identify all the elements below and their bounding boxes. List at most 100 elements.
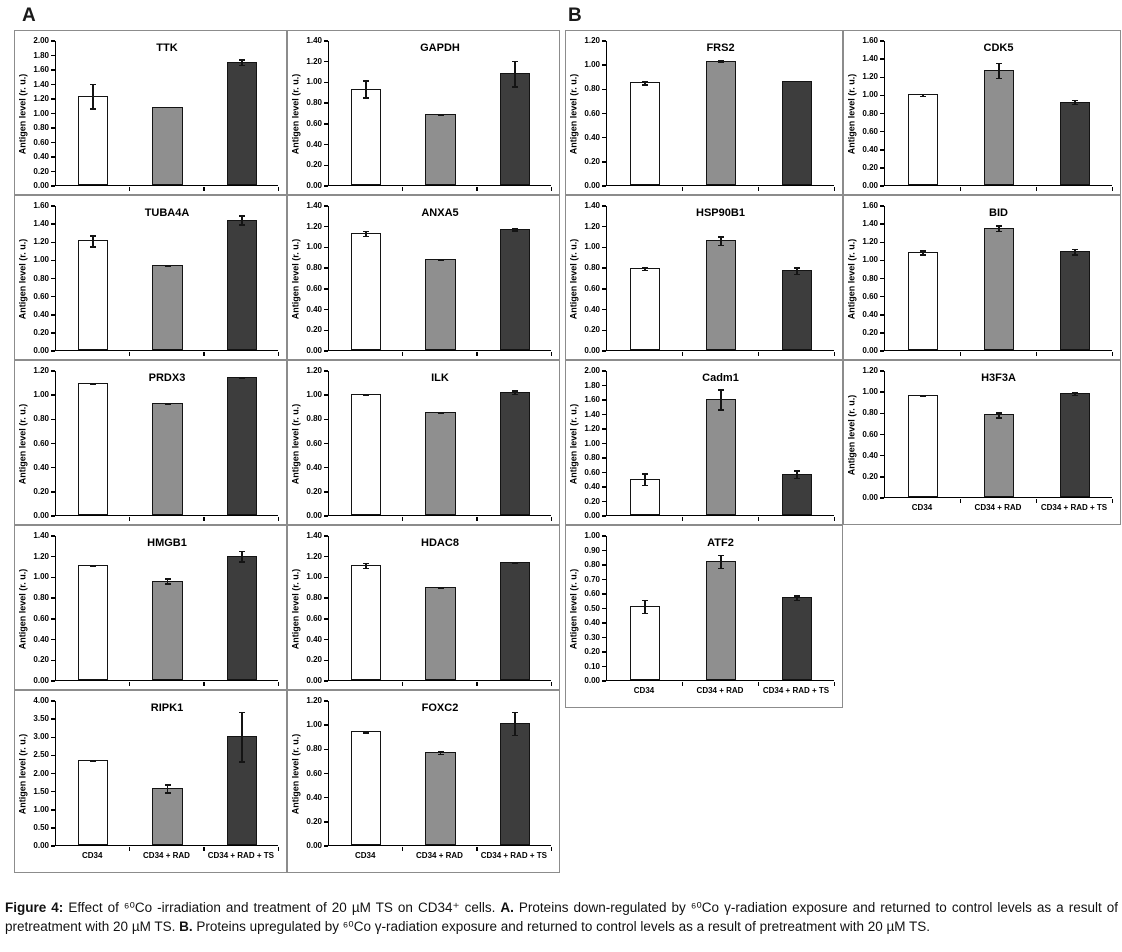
y-tick-label: 0.80 bbox=[33, 593, 49, 603]
y-tick-mark bbox=[602, 225, 606, 228]
y-tick-mark bbox=[324, 60, 328, 63]
error-bar bbox=[511, 390, 519, 396]
error-bar-cap-bottom bbox=[164, 106, 171, 109]
error-bar bbox=[717, 554, 725, 570]
bar-cd34 bbox=[907, 252, 939, 350]
y-tick-label: 1.00 bbox=[306, 242, 322, 252]
y-tick-label: 0.20 bbox=[33, 327, 49, 337]
error-bar-line bbox=[644, 473, 646, 487]
bar-cd34-rad bbox=[705, 60, 737, 185]
x-tick-mark bbox=[833, 351, 835, 356]
error-bar-cap-bottom bbox=[363, 732, 370, 734]
error-bar-cap-top bbox=[1072, 392, 1078, 394]
y-tick-label: 0.80 bbox=[306, 414, 322, 424]
y-tick-label: 0.20 bbox=[862, 471, 878, 481]
error-bar-line bbox=[796, 470, 798, 479]
plot-area: H3F3A bbox=[884, 371, 1113, 503]
y-tick-label: 0.40 bbox=[584, 618, 600, 627]
error-bar-cap-bottom bbox=[238, 761, 245, 763]
y-tick-mark bbox=[602, 564, 606, 566]
y-tick-mark bbox=[324, 700, 328, 702]
bar-chart-h3f3a: Antigen level (r. u.) 0.00 0.20 0.40 0.60 0.8… bbox=[843, 360, 1121, 525]
error-bar-line bbox=[241, 711, 243, 763]
error-bar-cap-bottom bbox=[511, 230, 518, 232]
caption-panel-b-marker: B. bbox=[179, 918, 197, 934]
error-bar-cap-top bbox=[363, 562, 370, 565]
bar-chart-foxc2: Antigen level (r. u.) 0.00 0.20 0.40 0.60 0.8… bbox=[287, 690, 560, 873]
plot-area: ANXA5 bbox=[328, 206, 552, 356]
error-bar-line bbox=[796, 595, 798, 602]
y-tick-label: 1.20 bbox=[33, 237, 49, 247]
caption-figure-number: Figure 4: bbox=[5, 899, 69, 915]
x-tick-mark bbox=[128, 846, 131, 851]
error-bar bbox=[437, 750, 445, 756]
x-tick-mark bbox=[203, 351, 205, 356]
y-tick-label: 0.20 bbox=[33, 166, 49, 176]
error-bar-cap-bottom bbox=[718, 567, 724, 570]
y-tick-mark bbox=[602, 185, 606, 187]
y-tick-mark bbox=[602, 593, 606, 595]
error-bar bbox=[641, 80, 649, 86]
y-tick-label: 0.00 bbox=[33, 841, 49, 850]
x-tick-mark bbox=[550, 516, 552, 521]
error-bar-cap-bottom bbox=[996, 230, 1002, 233]
y-tick-mark bbox=[880, 412, 884, 415]
y-tick-mark bbox=[602, 413, 606, 416]
x-tick-mark bbox=[476, 846, 478, 851]
y-tick-label: 1.20 bbox=[306, 56, 322, 66]
y-tick-label: 0.00 bbox=[306, 181, 322, 190]
y-tick-label: 0.20 bbox=[306, 816, 322, 826]
y-tick-label: 0.40 bbox=[33, 152, 49, 161]
y-tick-mark bbox=[51, 736, 55, 738]
error-bar bbox=[717, 236, 725, 247]
y-tick-label: 0.00 bbox=[33, 346, 49, 355]
y-tick-mark bbox=[324, 394, 328, 396]
y-tick-label: 0.00 bbox=[862, 346, 878, 355]
y-tick-mark bbox=[324, 845, 328, 847]
y-tick-mark bbox=[324, 246, 328, 249]
y-tick-label: 0.70 bbox=[584, 574, 600, 584]
bar-cd34-rad-ts bbox=[1059, 101, 1091, 185]
chart-title: GAPDH bbox=[420, 42, 460, 54]
error-bar-line bbox=[92, 235, 94, 248]
y-tick-mark bbox=[880, 167, 884, 169]
y-tick-mark bbox=[51, 259, 55, 262]
y-tick-label: 1.40 bbox=[584, 409, 600, 419]
y-tick-mark bbox=[602, 651, 606, 653]
error-bar bbox=[511, 227, 519, 232]
y-tick-mark bbox=[324, 772, 328, 775]
error-bar bbox=[164, 578, 172, 585]
error-bar-cap-bottom bbox=[794, 599, 800, 602]
y-tick-label: 1.60 bbox=[33, 201, 49, 210]
error-bar-cap-bottom bbox=[164, 265, 171, 267]
y-tick-mark bbox=[880, 94, 884, 97]
error-bar bbox=[641, 599, 649, 615]
y-tick-mark bbox=[324, 418, 328, 421]
y-tick-mark bbox=[51, 170, 55, 173]
y-tick-label: 0.00 bbox=[33, 676, 49, 685]
y-tick-mark bbox=[880, 433, 884, 436]
x-tick-label: CD34 + RAD + TS bbox=[480, 851, 547, 860]
error-bar bbox=[437, 258, 445, 261]
error-bar-cap-top bbox=[238, 215, 245, 217]
x-tick-mark bbox=[550, 681, 552, 686]
y-tick-label: 0.80 bbox=[862, 108, 878, 118]
panel-a-label: A bbox=[22, 5, 36, 26]
x-tick-label: CD34 bbox=[911, 503, 933, 512]
error-bar-cap-bottom bbox=[511, 86, 518, 88]
y-tick-mark bbox=[880, 112, 884, 115]
y-tick-mark bbox=[51, 241, 55, 243]
y-tick-mark bbox=[602, 267, 606, 269]
y-tick-label: 1.00 bbox=[306, 390, 322, 400]
bar-chart-frs2: Antigen level (r. u.) 0.00 0.20 0.40 0.60 0.8… bbox=[565, 30, 843, 195]
y-tick-mark bbox=[51, 127, 55, 129]
y-tick-mark bbox=[602, 40, 606, 42]
bar-cd34 bbox=[351, 88, 382, 185]
y-tick-mark bbox=[602, 457, 606, 459]
x-tick-mark bbox=[401, 186, 404, 191]
error-bar-cap-bottom bbox=[511, 734, 518, 737]
error-bar-line bbox=[644, 80, 646, 86]
bar-cd34-rad bbox=[152, 402, 183, 515]
y-tick-mark bbox=[324, 185, 328, 187]
error-bar-cap-top bbox=[90, 83, 97, 86]
